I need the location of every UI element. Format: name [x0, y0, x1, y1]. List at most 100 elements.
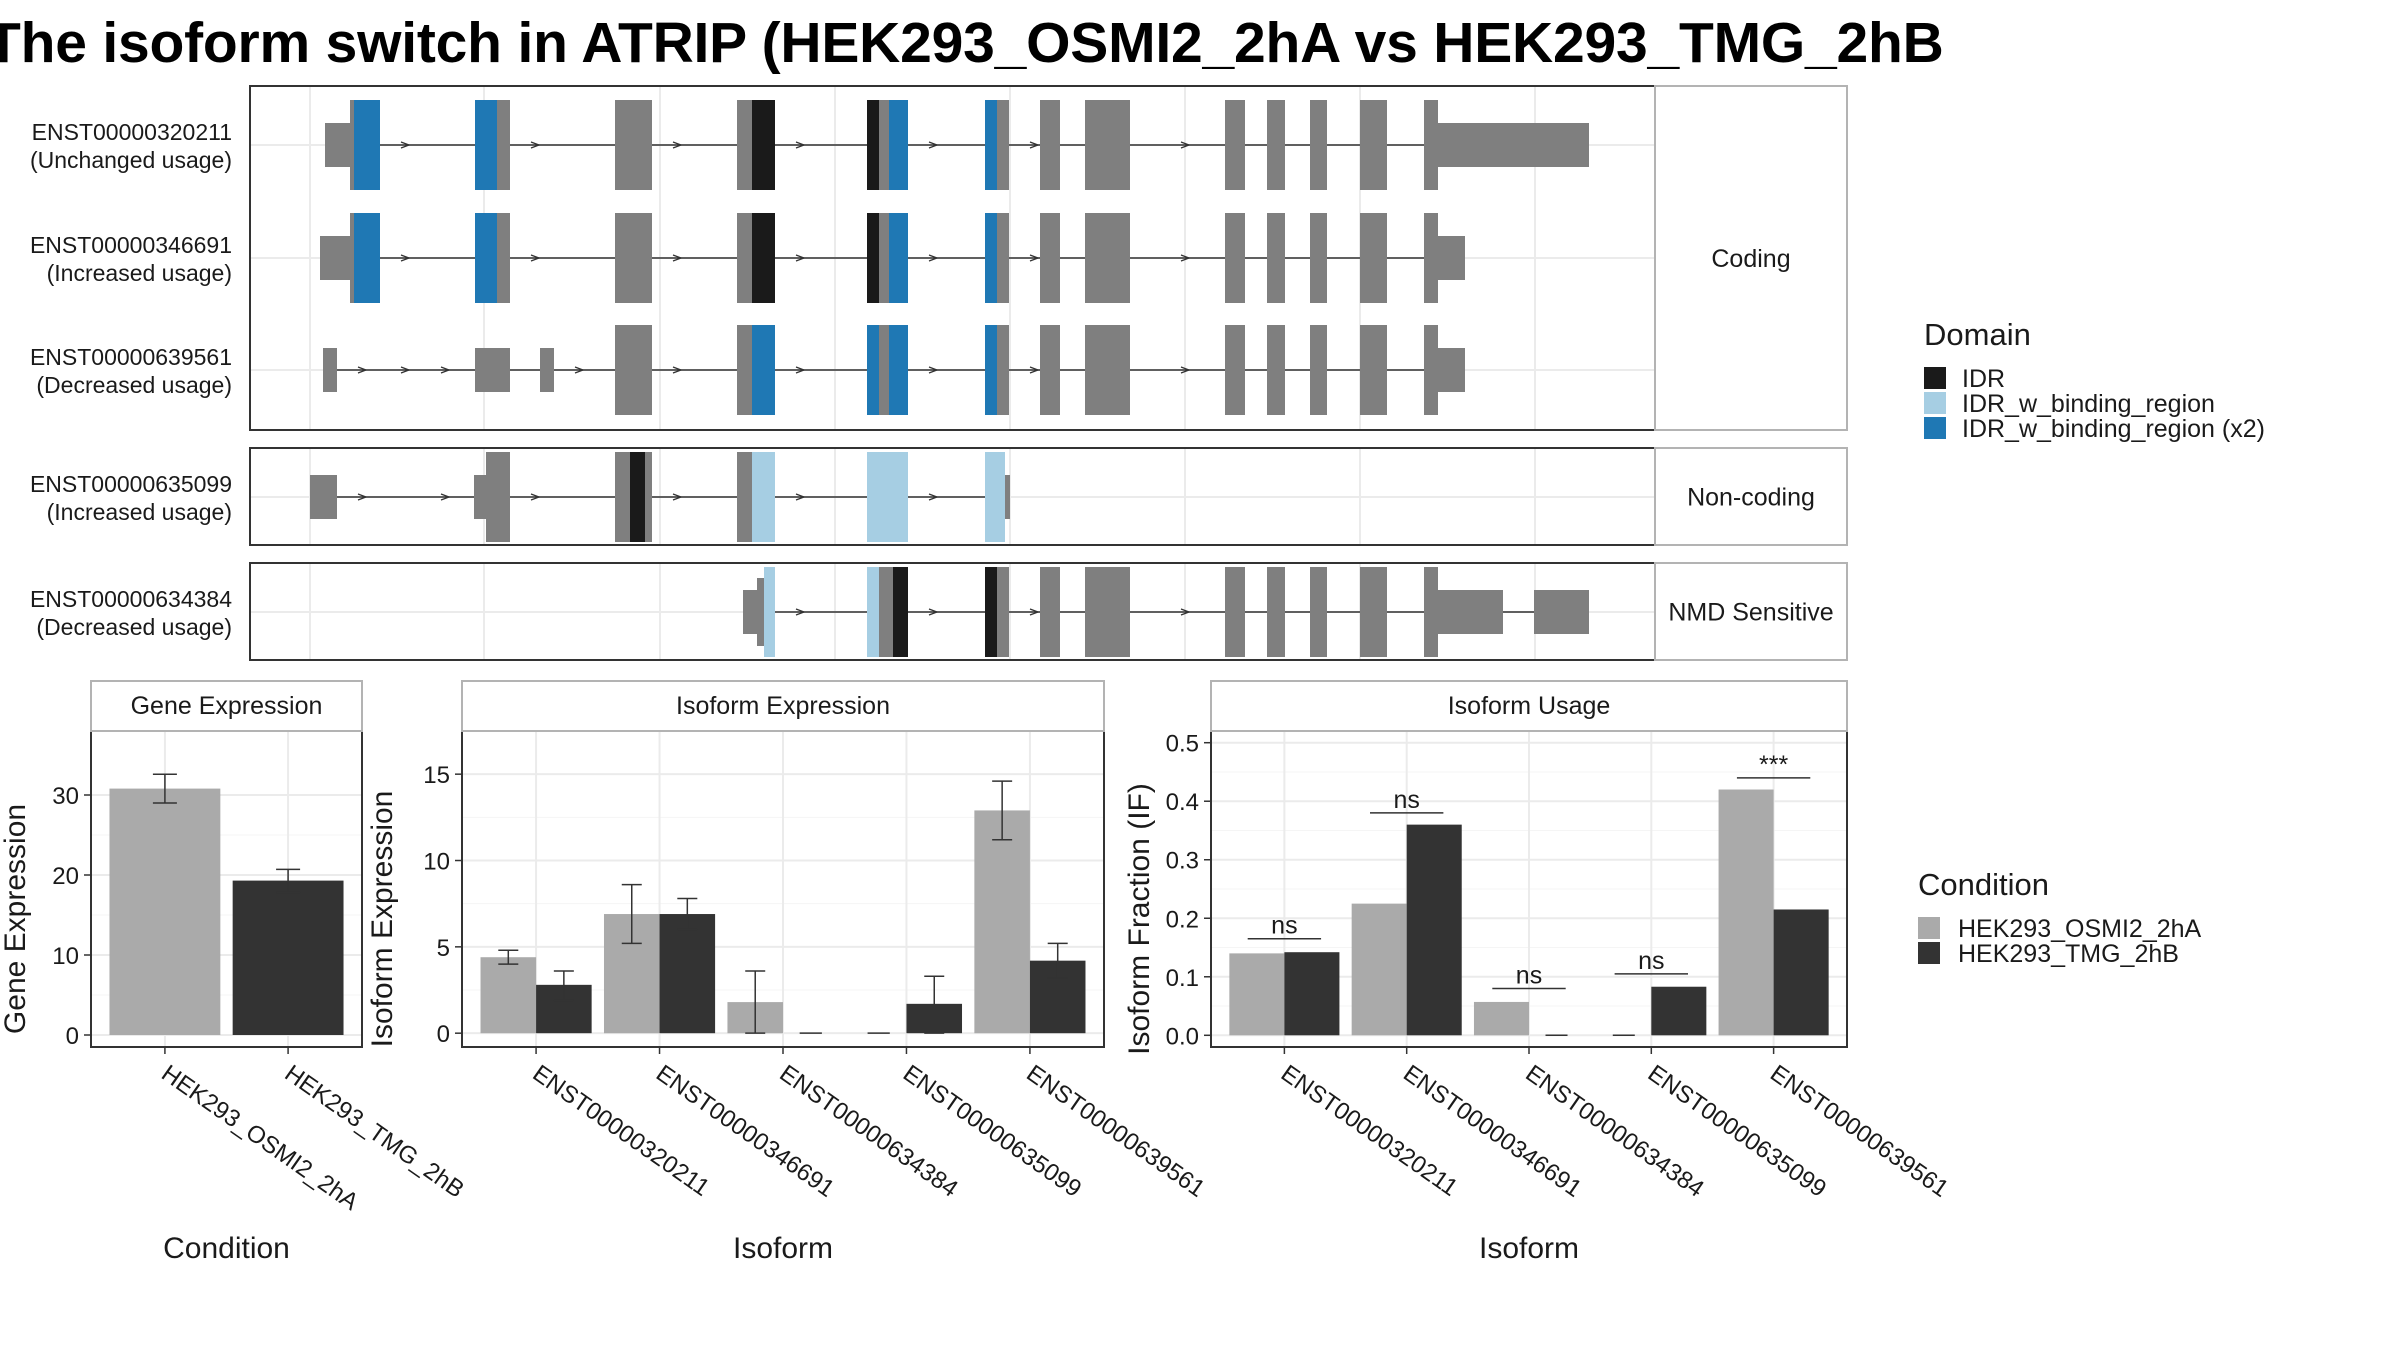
exon: [879, 325, 889, 415]
bar: [480, 957, 537, 1034]
facet-strip: [90, 680, 363, 732]
strand-arrow: [357, 366, 368, 374]
exon: [350, 213, 356, 303]
domain-block: [752, 325, 775, 415]
facet-strip: [1210, 680, 1848, 732]
exon: [497, 100, 510, 190]
y-axis-title: Isoform Expression: [366, 791, 399, 1048]
isoform-id-label: ENST00000639561: [30, 344, 232, 370]
y-tick-label: 10: [423, 849, 450, 876]
domain-block: [867, 452, 908, 542]
isoform-id-label: ENST00000635099: [30, 471, 232, 497]
isoform-id-label: ENST00000320211: [32, 119, 232, 145]
strand-arrow: [672, 366, 683, 374]
strand-arrow: [1180, 366, 1191, 374]
facet-strip-label: Isoform Expression: [676, 692, 890, 720]
isoform-id-label: ENST00000346691: [30, 232, 232, 258]
domain-block: [752, 452, 775, 542]
strand-arrow: [672, 254, 683, 262]
exon: [1438, 590, 1503, 634]
domain-block: [889, 325, 908, 415]
domain-block: [893, 567, 908, 657]
exon: [1438, 348, 1465, 392]
exon: [615, 213, 652, 303]
legend-swatch: [1924, 367, 1946, 389]
exon: [737, 452, 752, 542]
chart-panel-2: ns ns ns ns *** Isoform Usage 0.0 0.1 0.2 0.3 0.4 0…: [1123, 680, 1953, 1265]
strand-arrow: [672, 141, 683, 149]
y-tick-label: 0.2: [1166, 906, 1199, 933]
structure-plot: ENST00000320211(Unchanged usage) ENST0000…: [30, 85, 1848, 661]
domain-block: [475, 213, 497, 303]
exon: [757, 578, 764, 646]
legend-label: HEK293_TMG_2hB: [1958, 940, 2179, 968]
exon: [1424, 567, 1438, 657]
exon: [320, 236, 353, 280]
exon: [1040, 325, 1060, 415]
y-axis-title: Isoform Fraction (IF): [1123, 783, 1156, 1055]
exon: [486, 452, 510, 542]
exon: [1360, 100, 1387, 190]
legend-swatch: [1918, 942, 1940, 964]
exon: [1225, 567, 1245, 657]
exon: [615, 325, 652, 415]
exon: [1040, 213, 1060, 303]
facet-strip-label: Gene Expression: [131, 692, 323, 720]
isoform-id-label: ENST00000634384: [30, 586, 232, 612]
isoform-track: [743, 567, 1589, 657]
bar: [1351, 903, 1407, 1036]
exon: [1310, 213, 1327, 303]
domain-legend: Domain IDRIDR_w_binding_regionIDR_w_bindi…: [1924, 317, 2265, 443]
domain-block: [764, 567, 775, 657]
facet-strip-label: Isoform Usage: [1448, 692, 1611, 720]
domain-block: [867, 213, 879, 303]
exon: [645, 452, 652, 542]
exon: [997, 325, 1009, 415]
domain-block: [985, 452, 1005, 542]
significance-label: ns: [1271, 912, 1297, 940]
chart-panel-1: Isoform Expression051015ENST00000320211E…: [366, 680, 1210, 1265]
exon: [475, 348, 510, 392]
strand-arrow: [400, 141, 411, 149]
bar: [232, 880, 344, 1035]
exon: [997, 213, 1009, 303]
strand-arrow: [1180, 254, 1191, 262]
strand-arrow: [795, 493, 806, 501]
facet-strip-label: Non-coding: [1687, 484, 1815, 512]
y-axis-title: Gene Expression: [0, 804, 32, 1034]
legend-swatch: [1918, 917, 1940, 939]
exon: [1310, 100, 1327, 190]
exon: [737, 325, 752, 415]
legend-label: IDR_w_binding_region: [1962, 390, 2215, 418]
y-tick-label: 15: [423, 762, 450, 789]
exon: [325, 123, 353, 167]
exon: [497, 213, 510, 303]
significance-label: ns: [1393, 786, 1419, 814]
exon: [737, 100, 752, 190]
exon: [879, 213, 889, 303]
isoform-track: [323, 325, 1465, 415]
strand-arrow: [574, 366, 585, 374]
y-tick-label: 0.4: [1166, 789, 1199, 816]
exon: [879, 100, 889, 190]
strand-arrow: [1029, 366, 1040, 374]
exon: [1225, 100, 1245, 190]
exon: [1225, 325, 1245, 415]
exon: [1040, 567, 1060, 657]
strand-arrow: [928, 141, 939, 149]
exon: [1424, 213, 1438, 303]
strand-arrow: [795, 608, 806, 616]
domain-block: [630, 452, 645, 542]
bar: [1473, 1001, 1529, 1036]
strand-arrow: [928, 608, 939, 616]
strand-arrow: [795, 366, 806, 374]
facet-strip-label: NMD Sensitive: [1668, 599, 1833, 627]
isoform-usage-label: (Decreased usage): [36, 614, 232, 640]
domain-block: [354, 213, 380, 303]
significance-label: ***: [1759, 751, 1788, 779]
strand-arrow: [1180, 608, 1191, 616]
exon: [1267, 213, 1285, 303]
y-tick-label: 0: [437, 1021, 450, 1048]
domain-block: [475, 100, 497, 190]
